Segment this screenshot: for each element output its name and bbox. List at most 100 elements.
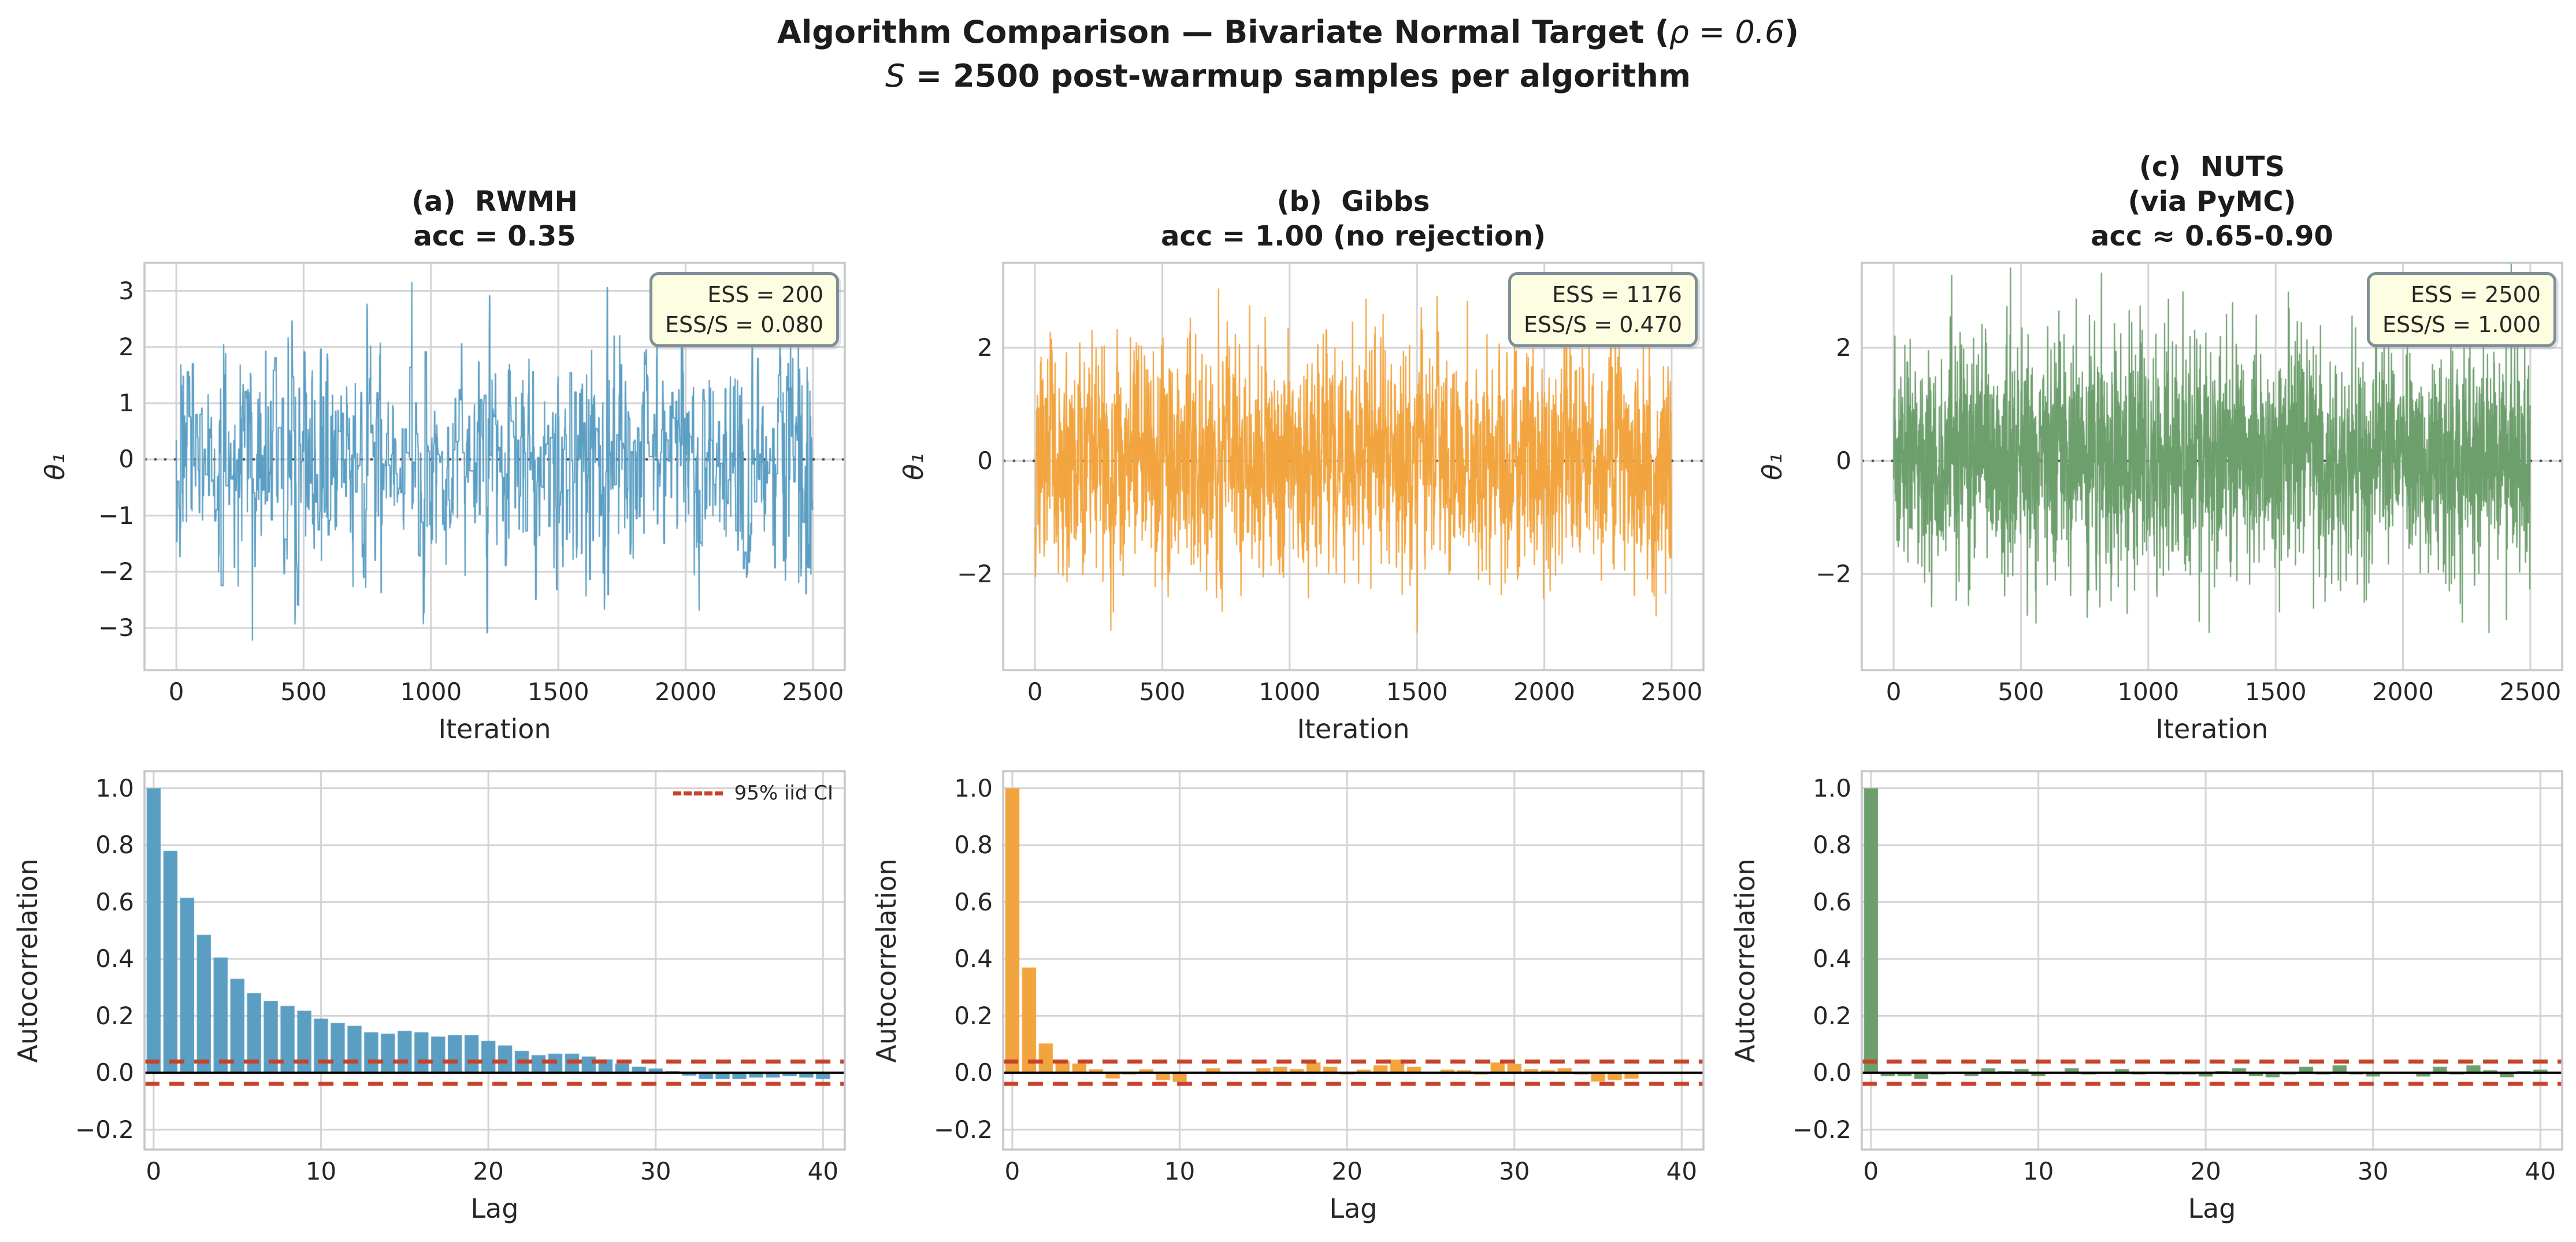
x-axis-label: Iteration	[2155, 713, 2269, 745]
x-tick-label: 1000	[1259, 678, 1321, 706]
x-tick-label: 2500	[782, 678, 844, 706]
trace-plot-canvas-gibbs	[859, 139, 1717, 742]
x-tick-label: 0	[1027, 678, 1043, 706]
y-tick-label: 0	[1836, 446, 1851, 475]
x-tick-label: 500	[1998, 678, 2044, 706]
ess-line: ESS/S = 0.470	[1524, 312, 1682, 337]
y-tick-label: 0.2	[1813, 1001, 1851, 1030]
y-axis-label: θ₁	[1757, 453, 1788, 480]
y-tick-label: −2	[1816, 559, 1851, 588]
x-tick-label: 0	[168, 678, 184, 706]
x-tick-label: 2500	[1640, 678, 1703, 706]
ess-annotation-nuts: ESS = 2500 ESS/S = 1.000	[2367, 272, 2556, 347]
y-tick-label: 0	[118, 445, 134, 474]
y-tick-label: 0.4	[95, 944, 134, 973]
x-tick-label: 2000	[2372, 678, 2434, 706]
x-tick-label: 500	[280, 678, 327, 706]
y-axis-label: Autocorrelation	[12, 858, 43, 1063]
y-axis-label: θ₁	[39, 453, 70, 480]
y-tick-label: 0.0	[1813, 1058, 1851, 1087]
x-axis-label: Iteration	[438, 713, 551, 745]
y-tick-label: −3	[98, 613, 134, 642]
ess-line: ESS = 200	[707, 282, 823, 307]
ess-line: ESS = 2500	[2411, 282, 2541, 307]
acf-plot-canvas-nuts	[1717, 742, 2576, 1242]
x-tick-label: 10	[305, 1157, 337, 1185]
x-tick-label: 2000	[1513, 678, 1575, 706]
acf-plot-canvas-rwmh	[0, 742, 859, 1242]
y-tick-label: −0.2	[75, 1115, 134, 1144]
ci-dash-icon	[673, 791, 723, 795]
x-axis-label: Lag	[1329, 1193, 1378, 1224]
y-tick-label: 0.6	[95, 887, 134, 916]
x-tick-label: 10	[2022, 1157, 2054, 1185]
figure-title-line2: S = 2500 post-warmup samples per algorit…	[885, 58, 1691, 94]
y-tick-label: 1.0	[95, 774, 134, 802]
x-tick-label: 0	[1885, 678, 1902, 706]
x-tick-label: 40	[807, 1157, 839, 1185]
trace-plot-canvas-nuts	[1717, 139, 2576, 742]
x-tick-label: 2000	[655, 678, 717, 706]
x-tick-label: 0	[1004, 1157, 1020, 1185]
trace-plot-canvas-rwmh	[0, 139, 859, 742]
x-tick-label: 10	[1164, 1157, 1196, 1185]
y-tick-label: 3	[118, 276, 134, 305]
y-axis-label: Autocorrelation	[1729, 858, 1761, 1063]
x-axis-label: Lag	[470, 1193, 519, 1224]
y-tick-label: 0.8	[1813, 831, 1851, 860]
x-tick-label: 1500	[527, 678, 589, 706]
x-tick-label: 30	[2358, 1157, 2389, 1185]
y-tick-label: −2	[98, 557, 134, 586]
x-tick-label: 40	[1666, 1157, 1698, 1185]
y-tick-label: 0.0	[954, 1058, 993, 1087]
x-tick-label: 40	[2525, 1157, 2556, 1185]
trace-panel-nuts: (c) NUTS(via PyMC)acc ≈ 0.65-0.900500100…	[1717, 139, 2576, 745]
figure-title: Algorithm Comparison — Bivariate Normal …	[0, 10, 2576, 98]
x-tick-label: 1000	[400, 678, 462, 706]
x-tick-label: 20	[2190, 1157, 2221, 1185]
figure-title-line1: Algorithm Comparison — Bivariate Normal …	[777, 14, 1799, 50]
x-axis-label: Iteration	[1297, 713, 1410, 745]
ess-line: ESS = 1176	[1552, 282, 1682, 307]
y-tick-label: −1	[98, 501, 134, 530]
ess-annotation-gibbs: ESS = 1176 ESS/S = 0.470	[1508, 272, 1698, 347]
y-axis-label: Autocorrelation	[871, 858, 902, 1063]
y-tick-label: −0.2	[934, 1115, 993, 1144]
y-tick-label: 1.0	[954, 774, 993, 802]
y-tick-label: 0.2	[954, 1001, 993, 1030]
trace-panel-gibbs: (b) Gibbsacc = 1.00 (no rejection)050010…	[859, 139, 1717, 745]
x-tick-label: 30	[640, 1157, 671, 1185]
y-tick-label: 1.0	[1813, 774, 1851, 802]
x-tick-label: 0	[1863, 1157, 1879, 1185]
y-tick-label: 0.2	[95, 1001, 134, 1030]
x-tick-label: 500	[1139, 678, 1186, 706]
acf-legend: 95% iid CI	[673, 782, 833, 805]
x-tick-label: 0	[146, 1157, 162, 1185]
acf-panel-nuts: 0 10 20 30 40 −0.2 0.0 0.2 0.4 0.6 0.8 1.0 Lag Autoco…	[1717, 742, 2576, 1242]
x-axis-label: Lag	[2188, 1193, 2236, 1224]
y-tick-label: 2	[118, 332, 134, 361]
y-tick-label: 0.8	[95, 831, 134, 860]
ess-line: ESS/S = 1.000	[2382, 312, 2541, 337]
y-tick-label: 0.6	[954, 887, 993, 916]
acf-plot-canvas-gibbs	[859, 742, 1717, 1242]
x-tick-label: 1500	[2244, 678, 2307, 706]
y-tick-label: 0.0	[95, 1058, 134, 1087]
ess-annotation-rwmh: ESS = 200 ESS/S = 0.080	[649, 272, 839, 347]
x-tick-label: 20	[1331, 1157, 1363, 1185]
acf-panel-gibbs: 0 10 20 30 40 −0.2 0.0 0.2 0.4 0.6 0.8 1.0 Lag Autoco…	[859, 742, 1717, 1242]
y-axis-label: θ₁	[898, 453, 929, 480]
y-tick-label: 0	[977, 446, 993, 475]
y-tick-label: 0.8	[954, 831, 993, 860]
x-tick-label: 2500	[2499, 678, 2562, 706]
y-tick-label: 1	[118, 389, 134, 418]
y-tick-label: 0.6	[1813, 887, 1851, 916]
y-tick-label: −0.2	[1792, 1115, 1851, 1144]
ess-line: ESS/S = 0.080	[665, 312, 823, 337]
y-tick-label: 2	[1836, 333, 1851, 362]
acf-panel-rwmh: 0 10 20 30 40 −0.2 0.0 0.2 0.4 0.6 0.8 1.0 Lag Autoco…	[0, 742, 859, 1242]
trace-panel-rwmh: (a) RWMHacc = 0.3505001000150020002500−3…	[0, 139, 859, 745]
x-tick-label: 1000	[2117, 678, 2180, 706]
y-tick-label: 2	[977, 333, 993, 362]
